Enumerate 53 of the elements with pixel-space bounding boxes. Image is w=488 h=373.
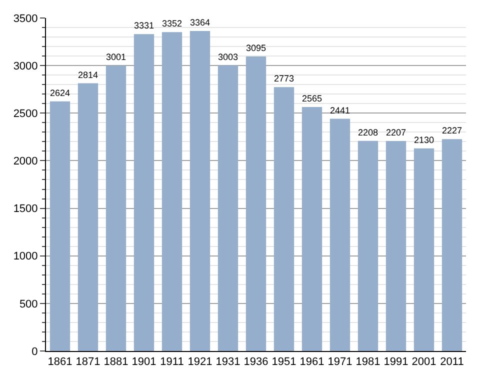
x-tick-label: 1991 bbox=[384, 356, 408, 368]
bar bbox=[414, 148, 434, 351]
bar bbox=[442, 139, 462, 351]
x-tick-label: 1951 bbox=[272, 356, 296, 368]
x-tick-label: 1861 bbox=[48, 356, 72, 368]
x-tick-label: 1931 bbox=[216, 356, 240, 368]
y-tick-label: 500 bbox=[19, 298, 38, 310]
x-tick-label: 1901 bbox=[132, 356, 156, 368]
y-tick-label: 2000 bbox=[13, 156, 38, 168]
bar bbox=[50, 101, 70, 351]
data-label: 3003 bbox=[218, 52, 238, 62]
y-tick-label: 2500 bbox=[13, 108, 38, 120]
data-label: 2208 bbox=[358, 127, 378, 138]
y-tick-label: 3500 bbox=[13, 12, 38, 25]
x-tick-label: 1911 bbox=[160, 356, 184, 368]
bar bbox=[386, 141, 406, 351]
bar bbox=[246, 56, 266, 351]
data-label: 2773 bbox=[274, 74, 294, 84]
data-label: 2624 bbox=[50, 88, 70, 98]
data-label: 2565 bbox=[302, 93, 322, 104]
bar bbox=[162, 32, 182, 351]
x-tick-label: 2011 bbox=[440, 356, 464, 368]
x-tick-label: 1971 bbox=[328, 356, 352, 368]
x-tick-label: 1921 bbox=[188, 356, 212, 368]
bar bbox=[274, 87, 294, 351]
bar bbox=[134, 34, 154, 351]
bar bbox=[190, 30, 210, 351]
x-tick-label: 1961 bbox=[300, 356, 324, 368]
data-label: 3095 bbox=[246, 43, 266, 54]
data-label: 3331 bbox=[134, 20, 154, 31]
bar bbox=[78, 83, 98, 351]
x-tick-label: 1981 bbox=[356, 356, 380, 368]
data-label: 2207 bbox=[386, 128, 406, 138]
bar bbox=[106, 65, 126, 351]
x-tick-label: 2001 bbox=[412, 356, 436, 368]
bar bbox=[330, 118, 350, 351]
x-tick-label: 1871 bbox=[76, 356, 100, 368]
data-label: 2227 bbox=[442, 126, 462, 136]
data-label: 3001 bbox=[106, 52, 126, 62]
y-tick-label: 3000 bbox=[13, 60, 38, 72]
x-tick-label: 1936 bbox=[244, 356, 268, 368]
data-label: 2814 bbox=[78, 70, 98, 80]
bar bbox=[302, 106, 322, 351]
bar bbox=[358, 140, 378, 351]
y-tick-label: 1500 bbox=[13, 203, 38, 216]
bar bbox=[218, 65, 238, 351]
data-label: 2441 bbox=[330, 105, 350, 116]
data-label: 3364 bbox=[190, 17, 210, 28]
y-tick-label: 0 bbox=[32, 346, 38, 358]
data-label: 2130 bbox=[414, 134, 434, 145]
data-label: 3352 bbox=[162, 18, 182, 29]
y-tick-label: 1000 bbox=[13, 250, 38, 263]
x-tick-label: 1881 bbox=[104, 356, 128, 368]
